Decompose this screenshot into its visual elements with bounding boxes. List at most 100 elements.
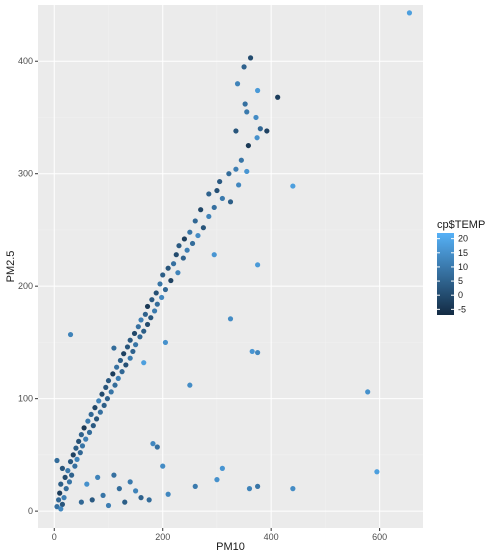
data-point	[144, 321, 151, 328]
data-point	[146, 497, 152, 503]
data-point	[253, 114, 259, 121]
color-legend: cp$TEMP 20 15 10 5 0 -5	[437, 219, 485, 315]
data-point	[244, 109, 250, 115]
data-point	[247, 55, 254, 61]
data-point	[180, 255, 186, 261]
data-point	[114, 364, 120, 370]
data-point	[200, 225, 206, 231]
data-point	[170, 261, 177, 267]
data-point	[79, 443, 86, 449]
data-point	[255, 87, 261, 94]
data-point	[214, 477, 220, 483]
data-point	[219, 195, 225, 202]
data-point	[117, 357, 124, 364]
data-point	[88, 411, 94, 418]
data-point	[112, 382, 118, 388]
data-point	[246, 486, 253, 492]
data-point	[181, 236, 188, 242]
data-point	[192, 218, 198, 224]
data-point	[160, 463, 166, 469]
data-point	[57, 490, 63, 496]
y-tick-label: 0	[28, 506, 33, 516]
legend-tick-label: 15	[458, 248, 468, 258]
data-point	[90, 423, 96, 429]
data-point	[365, 389, 371, 395]
data-point	[77, 450, 83, 456]
major-gridlines	[38, 5, 423, 528]
legend-tick-label: 20	[458, 234, 468, 244]
data-point	[255, 349, 261, 356]
data-point	[127, 337, 133, 343]
data-point	[254, 135, 260, 141]
data-point	[133, 342, 139, 348]
data-point	[108, 389, 114, 395]
data-point	[65, 468, 71, 474]
x-tick-label: 200	[155, 532, 170, 542]
data-point	[59, 465, 66, 471]
legend-tick-label: 0	[458, 290, 463, 300]
y-axis-title: PM2.5	[5, 251, 17, 283]
data-point	[141, 328, 147, 334]
data-point	[151, 308, 158, 314]
data-point	[62, 474, 68, 480]
data-point	[138, 317, 144, 323]
data-point	[135, 324, 141, 330]
data-point	[123, 362, 129, 368]
data-point	[219, 465, 225, 471]
data-point	[78, 432, 84, 438]
data-point	[195, 232, 201, 239]
data-point	[255, 262, 261, 268]
data-point	[154, 444, 160, 450]
data-point	[162, 339, 169, 346]
data-point	[290, 486, 296, 492]
legend-title: cp$TEMP	[437, 219, 485, 231]
data-point	[148, 315, 154, 321]
data-point	[173, 252, 179, 258]
data-point	[255, 483, 261, 489]
data-point	[119, 369, 125, 375]
data-point	[214, 187, 220, 194]
data-point	[105, 378, 112, 384]
data-points	[54, 10, 413, 512]
data-point	[110, 371, 116, 377]
data-point	[137, 334, 143, 340]
data-point	[66, 479, 73, 485]
data-point	[165, 491, 171, 497]
plot-panel	[38, 5, 423, 528]
data-point	[374, 469, 380, 475]
data-point	[187, 229, 193, 235]
data-point	[187, 382, 193, 388]
data-point	[83, 436, 89, 442]
data-point	[100, 492, 106, 498]
data-point	[58, 506, 64, 512]
data-point	[78, 499, 84, 505]
data-point	[249, 348, 255, 355]
y-axis-ticks: 0 100 200 300 400	[18, 56, 38, 516]
data-point	[244, 168, 250, 175]
data-point	[175, 270, 181, 276]
data-point	[103, 384, 109, 391]
legend-tick-label: 10	[458, 262, 468, 272]
data-point	[70, 452, 76, 458]
data-point	[150, 441, 156, 447]
data-point	[99, 391, 105, 397]
data-point	[144, 303, 151, 310]
data-point	[56, 497, 62, 503]
data-point	[101, 402, 107, 409]
data-point	[138, 495, 144, 501]
data-point	[211, 252, 217, 258]
data-point	[157, 281, 163, 287]
y-tick-label: 300	[18, 169, 33, 179]
data-point	[165, 265, 171, 271]
data-point	[97, 409, 103, 415]
data-point	[189, 240, 196, 247]
data-point	[86, 429, 93, 435]
data-point	[133, 488, 139, 494]
y-tick-label: 200	[18, 281, 33, 291]
data-point	[111, 472, 117, 478]
data-point	[116, 486, 122, 492]
data-point	[149, 297, 155, 303]
data-point	[104, 396, 111, 402]
legend-tick-label: -5	[458, 304, 466, 314]
